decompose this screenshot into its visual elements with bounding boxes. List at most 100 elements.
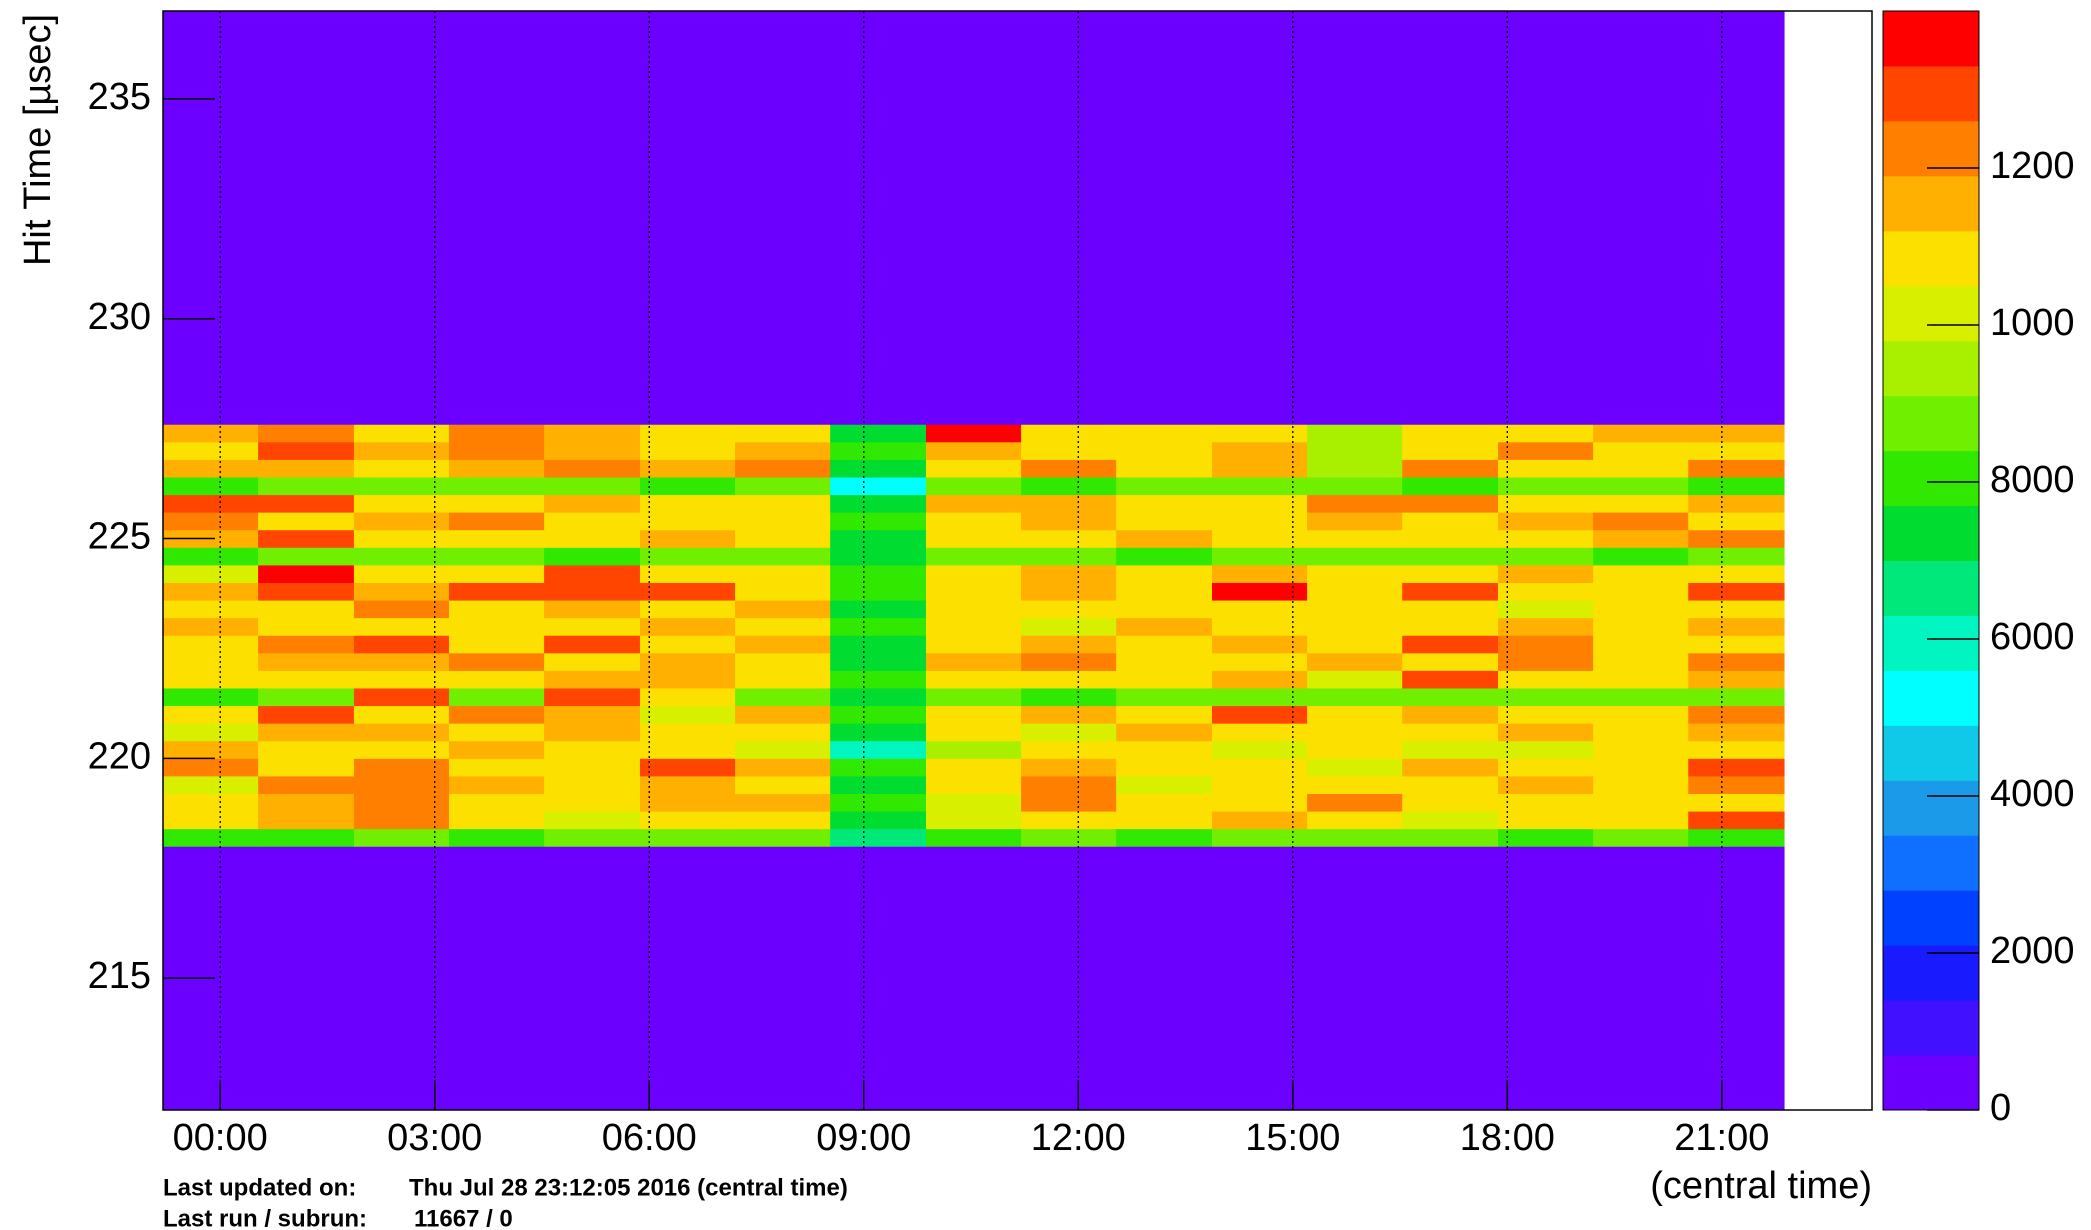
heatmap-cell: [163, 635, 259, 654]
heatmap-cell: [1688, 11, 1785, 425]
heatmap-cell: [1211, 600, 1308, 619]
heatmap-cell: [544, 547, 641, 566]
heatmap-cell: [639, 424, 736, 443]
heatmap-cell: [1688, 476, 1785, 496]
heatmap-cell: [1116, 723, 1213, 742]
heatmap-cell: [258, 529, 355, 548]
heatmap-cell: [449, 494, 545, 513]
footer-label: Last updated on:: [163, 1174, 356, 1201]
x-tick-label: 15:00: [1245, 1117, 1340, 1159]
heatmap-cell: [163, 424, 259, 443]
heatmap-cell: [1688, 600, 1785, 619]
heatmap-cell: [1593, 529, 1689, 548]
heatmap-cell: [449, 740, 545, 759]
heatmap-cell: [925, 424, 1022, 443]
heatmap-cell: [925, 705, 1022, 724]
heatmap-cell: [1116, 600, 1213, 619]
heatmap-cell: [1021, 441, 1117, 460]
heatmap-cell: [735, 617, 831, 636]
heatmap-cell: [1307, 512, 1403, 531]
heatmap-cell: [1498, 758, 1594, 777]
heatmap-cell: [1593, 424, 1689, 443]
heatmap-cell: [449, 723, 545, 742]
heatmap-cell: [1116, 775, 1213, 794]
heatmap-cell: [1402, 811, 1499, 830]
heatmap-cell: [1211, 828, 1308, 847]
heatmap-cell: [830, 494, 927, 513]
heatmap-cell: [735, 512, 831, 531]
heatmap-cell: [163, 723, 259, 742]
heatmap-cell: [353, 846, 450, 1111]
heatmap-cell: [1688, 793, 1785, 812]
heatmap-cell: [735, 723, 831, 742]
color-scale-label: 2000: [1990, 930, 2075, 972]
heatmap-cell: [163, 512, 259, 531]
heatmap-cell: [1307, 494, 1403, 513]
heatmap-cell: [1211, 512, 1308, 531]
heatmap-cell: [258, 635, 355, 654]
heatmap-cell: [1402, 512, 1499, 531]
heatmap-cell: [1116, 476, 1213, 496]
heatmap-cell: [353, 793, 450, 812]
heatmap-cell: [830, 811, 927, 830]
heatmap-cell: [1307, 670, 1403, 689]
x-tick-label: 03:00: [387, 1117, 482, 1159]
heatmap-cell: [258, 11, 355, 425]
heatmap-cell: [1116, 424, 1213, 443]
heatmap-cell: [1498, 811, 1594, 830]
color-scale-band: [1883, 890, 1979, 946]
heatmap-cell: [1307, 828, 1403, 847]
heatmap-cell: [1116, 547, 1213, 566]
color-scale-label: 6000: [1990, 616, 2075, 658]
heatmap-cell: [1593, 723, 1689, 742]
heatmap-cell: [1593, 494, 1689, 513]
heatmap-cell: [449, 424, 545, 443]
heatmap-cell: [735, 775, 831, 794]
heatmap-cell: [830, 600, 927, 619]
color-scale-band: [1883, 285, 1979, 342]
heatmap-cell: [925, 775, 1022, 794]
heatmap-cell: [258, 811, 355, 830]
heatmap-cell: [1593, 652, 1689, 671]
heatmap-cell: [1116, 652, 1213, 671]
heatmap-cell: [925, 652, 1022, 671]
heatmap-cell: [1593, 617, 1689, 636]
heatmap-cell: [544, 635, 641, 654]
heatmap-cell: [639, 635, 736, 654]
heatmap-cell: [1211, 758, 1308, 777]
heatmap-cell: [449, 11, 545, 425]
heatmap-cell: [353, 775, 450, 794]
heatmap-cell: [1021, 828, 1117, 847]
heatmap-cell: [1021, 600, 1117, 619]
color-scale-band: [1883, 505, 1979, 561]
heatmap-cell: [639, 617, 736, 636]
heatmap-cell: [1593, 846, 1689, 1111]
heatmap-cell: [163, 494, 259, 513]
heatmap-cell: [735, 635, 831, 654]
heatmap-cell: [1307, 529, 1403, 548]
heatmap-cell: [544, 811, 641, 830]
heatmap-cell: [1307, 617, 1403, 636]
heatmap-cell: [1021, 705, 1117, 724]
heatmap-cell: [735, 652, 831, 671]
heatmap-cell: [830, 476, 927, 496]
heatmap-cell: [925, 494, 1022, 513]
heatmap-cell: [830, 512, 927, 531]
heatmap-cell: [735, 441, 831, 460]
heatmap-cell: [1021, 793, 1117, 812]
heatmap-cell: [735, 828, 831, 847]
heatmap-cell: [544, 529, 641, 548]
heatmap-cell: [1402, 635, 1499, 654]
heatmap-cell: [1211, 775, 1308, 794]
heatmap-cell: [1593, 459, 1689, 478]
heatmap-cell: [1402, 547, 1499, 566]
heatmap-cell: [449, 582, 545, 601]
heatmap-cell: [1593, 547, 1689, 566]
heatmap-cell: [258, 564, 355, 583]
heatmap-cell: [830, 793, 927, 812]
heatmap-cell: [353, 564, 450, 583]
heatmap-cell: [639, 652, 736, 671]
heatmap-cell: [735, 582, 831, 601]
heatmap-cell: [1211, 652, 1308, 671]
heatmap-cell: [163, 740, 259, 759]
